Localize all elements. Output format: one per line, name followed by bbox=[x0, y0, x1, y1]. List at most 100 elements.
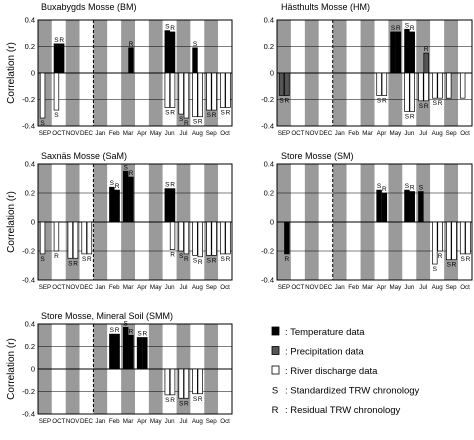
y-tick-label: 0 bbox=[270, 69, 274, 78]
x-tick-label: Mar bbox=[123, 284, 134, 291]
bar-marker: S bbox=[179, 253, 184, 260]
bar-river bbox=[183, 72, 190, 119]
bar-temperature bbox=[109, 186, 115, 223]
y-tick-label: 0.2 bbox=[25, 42, 35, 51]
bar-river bbox=[220, 221, 226, 255]
bar-river bbox=[169, 221, 176, 250]
bar-temperature bbox=[109, 333, 115, 370]
bar-marker: S bbox=[419, 103, 424, 110]
bar-temperature bbox=[136, 337, 143, 370]
bar-river bbox=[465, 221, 471, 255]
bar-river bbox=[211, 72, 217, 111]
y-tick-label: 0.2 bbox=[25, 342, 35, 351]
bar-marker: R bbox=[170, 252, 175, 259]
x-tick-label: Sep bbox=[446, 130, 458, 137]
x-tick-label: OCT bbox=[52, 130, 65, 137]
bar-river bbox=[72, 221, 79, 259]
x-tick-label: Feb bbox=[109, 130, 120, 137]
bar-marker: R bbox=[184, 400, 189, 407]
bar-marker: R bbox=[198, 396, 203, 403]
bar-river bbox=[437, 72, 443, 99]
bar-marker: S bbox=[193, 41, 198, 48]
x-tick-label: NOV bbox=[305, 284, 319, 291]
x-tick-label: Sep bbox=[206, 418, 218, 425]
y-tick-label: -0.4 bbox=[22, 122, 35, 131]
bar-marker: R bbox=[87, 256, 92, 263]
bar-marker: S bbox=[82, 256, 87, 263]
bar-temperature bbox=[164, 188, 170, 223]
bar-marker: R bbox=[382, 98, 387, 105]
bar-marker: R bbox=[285, 98, 290, 105]
y-tick-label: -0.4 bbox=[261, 122, 274, 131]
bar-marker: R bbox=[424, 103, 429, 110]
x-tick-label: May bbox=[150, 284, 163, 291]
bar-temperature bbox=[169, 188, 176, 223]
bar-river bbox=[39, 72, 46, 119]
bar-river bbox=[206, 221, 212, 256]
bar-river bbox=[53, 72, 60, 111]
x-tick-label: Jul bbox=[180, 418, 188, 425]
x-tick-label: Jun bbox=[165, 130, 176, 137]
x-tick-label: Feb bbox=[348, 284, 359, 291]
bar-river bbox=[164, 72, 170, 108]
bar-marker: S bbox=[54, 112, 59, 119]
bar-river bbox=[178, 368, 184, 399]
bar-river bbox=[81, 221, 87, 255]
bar-marker: R bbox=[382, 186, 387, 193]
x-tick-label: Jun bbox=[165, 418, 176, 425]
legend-symbol-S: S bbox=[272, 386, 278, 397]
bar-river bbox=[459, 72, 466, 99]
legend-label: : Precipitation data bbox=[285, 347, 364, 358]
legend-label: : Temperature data bbox=[285, 327, 365, 338]
bar-river bbox=[164, 368, 170, 396]
x-tick-label: Jun bbox=[404, 130, 415, 137]
x-tick-label: OCT bbox=[291, 284, 304, 291]
bar-temperature bbox=[128, 334, 134, 370]
bar-marker: S bbox=[433, 266, 438, 273]
bar-river bbox=[183, 221, 190, 255]
chart-panel-3: 0.4 0.2 0 -0.2 -0.4 SEP OCT NOV DEC Jan Feb Mar Apr M… bbox=[261, 151, 473, 291]
chart-panel-2: 0.4 0.2 0 -0.2 -0.4 SEP OCT NOV DEC Jan Feb Mar Apr M… bbox=[6, 151, 233, 291]
x-tick-label: Apr bbox=[137, 130, 147, 137]
bar-marker: R bbox=[54, 253, 59, 260]
bar-river bbox=[432, 221, 438, 265]
x-tick-label: DEC bbox=[80, 284, 94, 291]
y-tick-label: 0 bbox=[31, 69, 35, 78]
x-tick-label: SEP bbox=[39, 130, 51, 137]
bar-river bbox=[446, 72, 452, 99]
bar-river bbox=[432, 72, 438, 99]
x-tick-label: May bbox=[150, 418, 163, 425]
x-tick-label: Jun bbox=[165, 284, 176, 291]
x-tick-label: NOV bbox=[66, 284, 80, 291]
bar-marker: R bbox=[115, 183, 120, 190]
bar-river bbox=[225, 72, 231, 108]
bar-marker: R bbox=[198, 259, 203, 266]
bar-temperature bbox=[418, 191, 424, 223]
chart-panel-0: 0.4 0.2 0 -0.2 -0.4 SEP OCT NOV DEC Jan Feb Mar Apr M… bbox=[6, 2, 233, 137]
bar-river bbox=[178, 221, 184, 252]
x-tick-label: Sep bbox=[446, 284, 458, 291]
bar-river bbox=[197, 368, 203, 395]
bar-marker: S bbox=[221, 109, 226, 116]
bar-marker: R bbox=[73, 260, 78, 267]
bar-temperature bbox=[395, 31, 402, 74]
x-tick-label: Jun bbox=[404, 284, 415, 291]
x-tick-label: NOV bbox=[305, 130, 319, 137]
x-tick-label: May bbox=[390, 284, 403, 291]
bar-precipitation bbox=[423, 52, 429, 74]
panel-title: Buxabygds Mosse (BM) bbox=[41, 2, 137, 12]
bar-temperature bbox=[404, 189, 410, 223]
x-tick-label: OCT bbox=[291, 130, 304, 137]
x-tick-label: Aug bbox=[432, 284, 444, 291]
x-tick-label: Aug bbox=[192, 284, 204, 291]
bar-temperature bbox=[142, 337, 148, 370]
x-tick-label: Jan bbox=[335, 130, 346, 137]
bar-temperature bbox=[404, 28, 410, 74]
chart-panel-4: 0.4 0.2 0 -0.2 -0.4 SEP OCT NOV DEC Jan Feb Mar Apr M… bbox=[6, 311, 233, 425]
y-tick-label: -0.2 bbox=[22, 387, 35, 396]
y-tick-label: -0.4 bbox=[22, 410, 35, 419]
bar-marker: S bbox=[124, 320, 129, 327]
x-tick-label: May bbox=[390, 130, 403, 137]
bar-marker: R bbox=[410, 185, 415, 192]
bar-river bbox=[409, 72, 415, 112]
